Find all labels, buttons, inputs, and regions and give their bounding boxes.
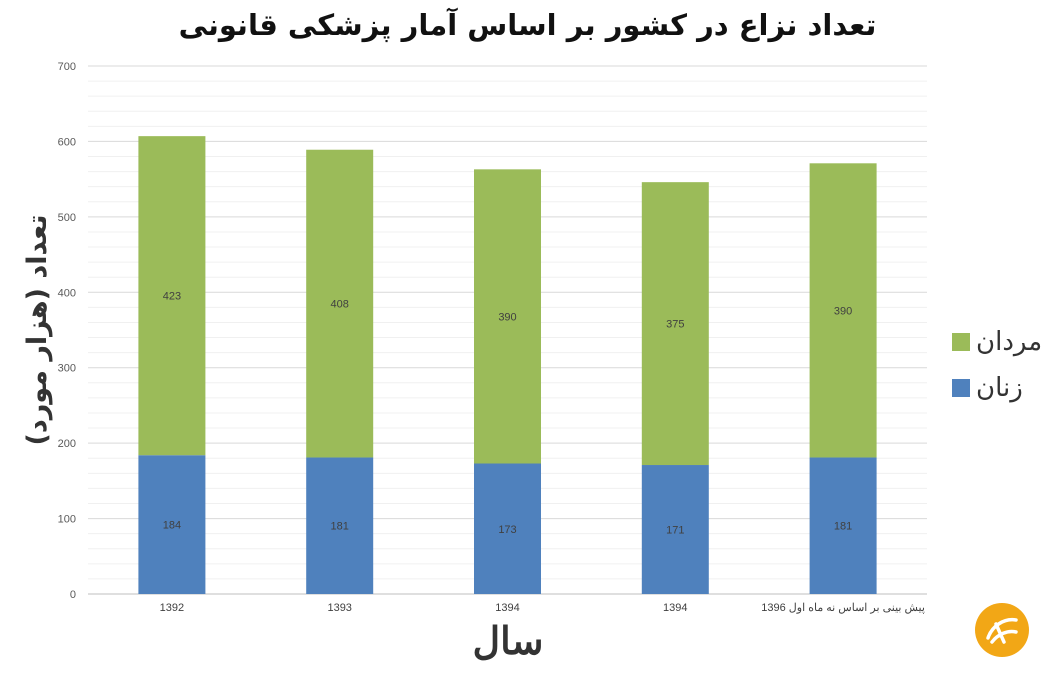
legend-swatch-men [952,333,970,351]
data-label: 171 [666,525,684,537]
y-tick-label: 500 [58,212,76,224]
y-tick-label: 700 [58,61,76,73]
data-label: 173 [498,524,516,536]
y-axis-title: تعداد (هزار مورد) [22,214,53,446]
bar-segment-men [306,149,374,458]
bar-segment-men [138,136,206,456]
bar-segment-women [809,457,877,594]
x-tick-label: 1394 [663,602,687,614]
legend-label-men: مردان [976,327,1043,357]
brand-logo-icon [975,603,1029,657]
x-tick-label: پیش بینی بر اساس نه ماه اول 1396 [761,602,925,614]
x-tick-label: 1394 [495,602,519,614]
x-tick-label: 1392 [160,602,184,614]
y-tick-label: 0 [70,589,76,601]
bar-segment-women [474,463,541,594]
bar-segment-women [641,465,709,594]
y-tick-label: 200 [58,438,76,450]
data-label: 390 [834,305,852,317]
data-label: 408 [331,299,349,311]
legend-item-men: مردان [952,322,1042,362]
data-label: 375 [666,319,684,331]
bar-segment-men [474,169,541,464]
y-tick-label: 100 [58,514,76,526]
y-tick-label: 300 [58,363,76,375]
x-axis-title: سال [472,618,544,663]
bar-segment-women [138,455,206,594]
bar-segment-women [306,457,374,594]
bar-segment-men [641,182,709,466]
legend-label-women: زنان [976,373,1023,403]
x-tick-label: 1393 [327,602,351,614]
legend-item-women: زنان [952,368,1023,408]
y-tick-label: 600 [58,136,76,148]
bar-segment-men [809,163,877,458]
y-tick-label: 400 [58,287,76,299]
data-label: 184 [163,520,181,532]
data-label: 390 [498,311,516,323]
chart-title: تعداد نزاع در کشور بر اساس آمار پزشکی قا… [178,8,877,42]
legend-swatch-women [952,379,970,397]
data-label: 181 [331,521,349,533]
data-label: 423 [163,291,181,303]
data-label: 181 [834,521,852,533]
